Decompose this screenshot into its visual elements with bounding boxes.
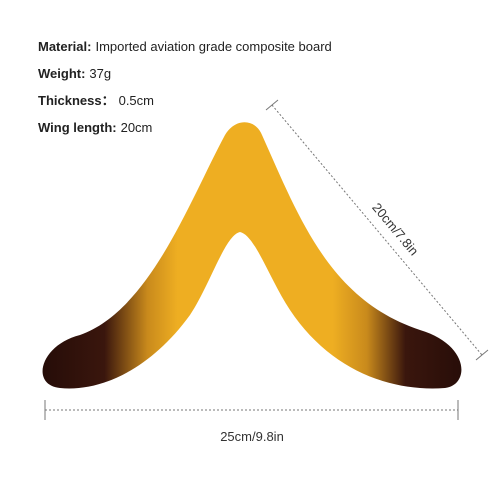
wing-dimension: 20cm/7.8in <box>369 200 421 258</box>
wing-dimension-line <box>271 104 483 356</box>
spec-label: Weight: <box>38 66 85 81</box>
span-dimension: 25cm/9.8in <box>220 429 284 444</box>
dimension-tick <box>475 349 489 361</box>
spec-line: Thickness： 0.5cm <box>38 93 154 108</box>
spec-value: Imported aviation grade composite board <box>95 39 331 54</box>
spec-label: Wing length: <box>38 120 117 135</box>
spec-line: Material: Imported aviation grade composi… <box>38 39 332 54</box>
spec-value: 0.5cm <box>119 93 154 108</box>
spec-line: Weight: 37g <box>38 66 111 81</box>
dimension-tick <box>265 99 279 111</box>
spec-label: Thickness： <box>38 93 115 108</box>
spec-value: 37g <box>89 66 111 81</box>
spec-label: Material: <box>38 39 91 54</box>
spec-value: 20cm <box>121 120 153 135</box>
boomerang <box>42 122 462 389</box>
spec-list: Material: Imported aviation grade composi… <box>38 39 332 135</box>
spec-line: Wing length: 20cm <box>38 120 152 135</box>
